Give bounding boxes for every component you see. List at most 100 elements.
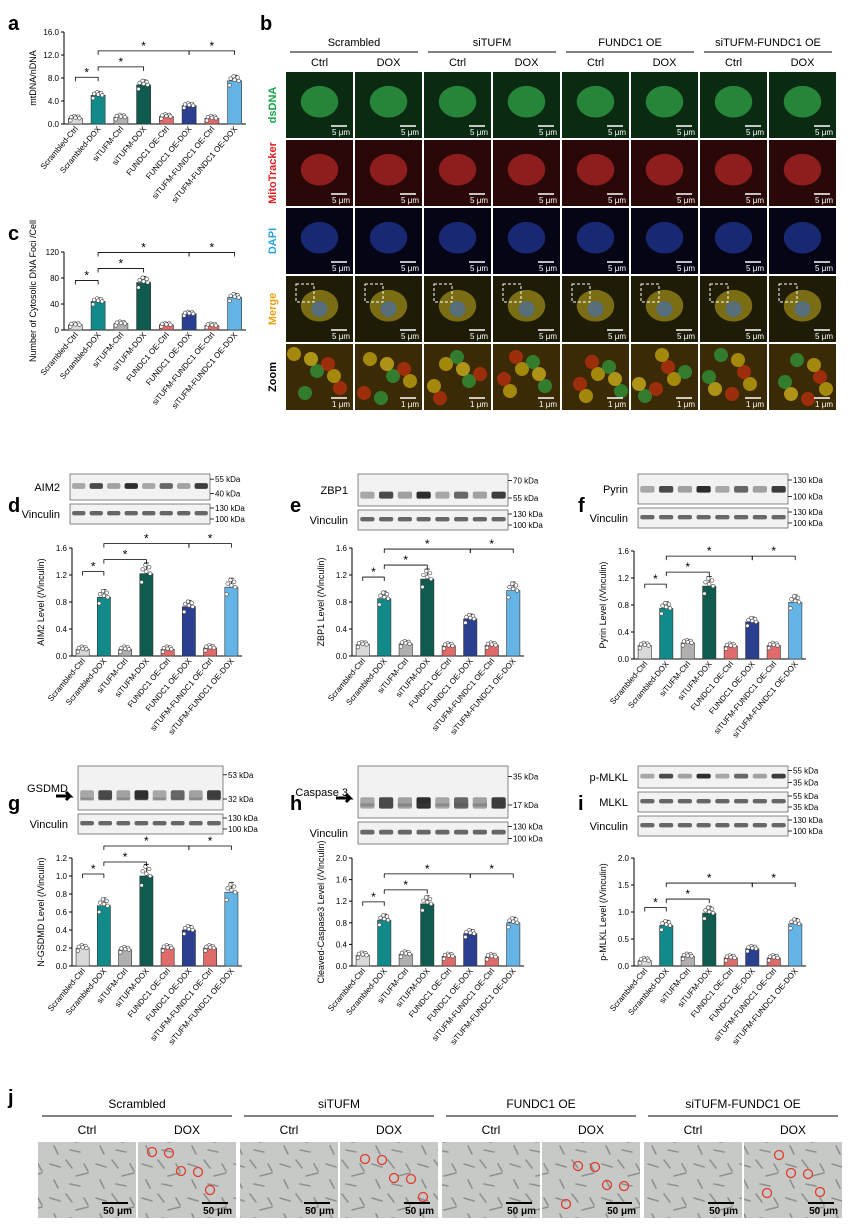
brightfield-image [744, 1142, 842, 1218]
zoom-signal [532, 367, 546, 381]
y-tick-label: 2.0 [618, 854, 630, 863]
kda-label: 17 kDa [513, 801, 539, 810]
zoom-signal [573, 377, 587, 391]
blot-band [435, 517, 450, 522]
data-point [706, 576, 711, 581]
y-tick-label: 1.6 [618, 547, 630, 556]
y-tick-label: 0.8 [56, 890, 68, 899]
blot-band [379, 517, 394, 522]
blot-band [416, 829, 431, 835]
scale-bar-label: 5 μm [608, 332, 626, 341]
scale-bar-label: 5 μm [332, 128, 350, 137]
y-tick-label: 0.0 [56, 962, 68, 971]
sig-bracket [469, 548, 514, 554]
zoom-box [295, 283, 315, 303]
blot-label: Vinculin [30, 819, 68, 831]
scale-bar-label: 5 μm [677, 264, 695, 273]
bar-siTUFM-DOX [702, 585, 717, 660]
dead-cell-marker [802, 1168, 814, 1180]
data-point [710, 906, 715, 912]
blot-band [696, 799, 711, 804]
blot-band [98, 821, 113, 826]
data-point [710, 583, 716, 589]
scale-bar-label: 5 μm [746, 264, 764, 273]
blot-band [177, 511, 191, 516]
y-axis-label: Pyrin Level (/Vinculin) [598, 562, 608, 649]
blot-band [116, 797, 131, 801]
data-point [160, 948, 166, 953]
blot-band [491, 517, 506, 522]
cell-signal [714, 85, 753, 118]
data-point [706, 905, 711, 910]
scale-bar-label: 5 μm [746, 332, 764, 341]
panel-label-f: f [578, 495, 585, 517]
cell-signal [300, 221, 339, 254]
data-point [140, 275, 145, 280]
sig-star: * [91, 560, 96, 574]
condition-header-j: Ctrl [684, 1123, 703, 1137]
blot-band [491, 797, 506, 809]
cell-nucleus [587, 301, 604, 317]
data-point [767, 642, 773, 647]
scale-bar-label: 5 μm [539, 264, 557, 273]
data-point [169, 945, 174, 951]
data-point [141, 279, 146, 284]
blot-band [472, 829, 487, 835]
blot-band [416, 491, 431, 499]
data-point [164, 113, 169, 119]
scale-bar-label: 1 μm [608, 400, 626, 409]
data-point [732, 644, 737, 649]
bar-siTUFM-DOX [702, 912, 717, 967]
scale-bar-label: 1 μm [815, 400, 833, 409]
scale-bar-label: 5 μm [608, 128, 626, 137]
data-point [385, 917, 391, 923]
y-tick-label: 2.0 [336, 854, 348, 863]
blot-band [134, 797, 149, 801]
data-point [208, 945, 213, 950]
data-point [642, 957, 647, 963]
data-point [209, 115, 214, 120]
data-point [164, 322, 169, 327]
zoom-signal [608, 372, 622, 386]
y-tick-label: 1.2 [618, 574, 630, 583]
data-point [147, 565, 152, 570]
blot-band [677, 823, 692, 828]
blot-band [194, 511, 208, 516]
blot-band [435, 829, 450, 835]
sig-bracket [82, 873, 105, 878]
data-point [122, 114, 128, 120]
blot-band [677, 515, 692, 520]
scale-bar-label: 5 μm [470, 128, 488, 137]
kda-label: 32 kDa [228, 795, 254, 804]
data-point [145, 82, 150, 87]
blot-membrane [637, 507, 789, 529]
y-tick-label: 40 [50, 300, 59, 309]
sig-star: * [84, 65, 89, 79]
blot-h: Caspase 3 35 kDa 17 kDa Vinculin 130 kDa 100 … [295, 765, 543, 845]
data-point [224, 897, 229, 902]
data-point [356, 951, 362, 957]
data-point [728, 955, 733, 960]
data-point [637, 645, 643, 651]
data-point [680, 956, 686, 961]
blot-band [124, 511, 138, 516]
zoom-signal [473, 367, 487, 381]
data-point [168, 322, 173, 327]
blot-band [771, 486, 786, 493]
y-tick-label: 0.8 [336, 598, 348, 607]
data-point [420, 584, 425, 590]
data-point [236, 295, 241, 300]
blot-band [188, 821, 203, 826]
cell-signal [369, 221, 408, 254]
blot-label: AIM2 [34, 482, 60, 494]
zoom-signal [579, 389, 593, 403]
data-point [796, 921, 802, 926]
sig-star: * [91, 862, 96, 876]
blot-band [360, 797, 375, 809]
kda-label: 130 kDa [793, 508, 823, 517]
data-point [69, 115, 74, 120]
kda-label: 130 kDa [793, 476, 823, 485]
condition-header-j: Ctrl [78, 1123, 97, 1137]
data-point [169, 647, 174, 652]
kda-label: 53 kDa [228, 771, 254, 780]
